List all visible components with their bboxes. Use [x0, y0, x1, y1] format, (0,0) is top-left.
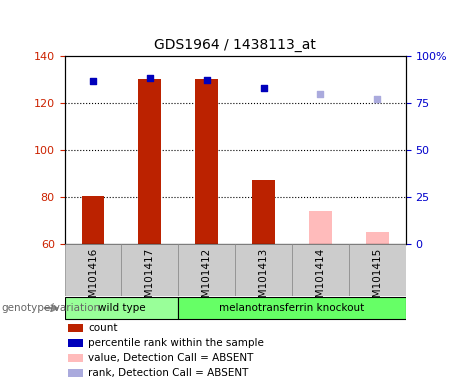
Text: rank, Detection Call = ABSENT: rank, Detection Call = ABSENT: [89, 368, 249, 378]
Bar: [366, 232, 389, 244]
Bar: [68, 354, 83, 362]
Bar: [178, 244, 235, 296]
Point: [373, 96, 381, 102]
Bar: [195, 79, 218, 244]
Bar: [235, 244, 292, 296]
Bar: [68, 339, 83, 347]
Bar: [82, 195, 104, 244]
Bar: [309, 211, 332, 244]
Point: [203, 77, 210, 83]
Bar: [349, 244, 406, 296]
Point: [146, 75, 154, 81]
Text: count: count: [89, 323, 118, 333]
Text: GSM101412: GSM101412: [201, 248, 212, 311]
Text: GSM101417: GSM101417: [145, 248, 155, 311]
Bar: [68, 324, 83, 332]
Text: GSM101416: GSM101416: [88, 248, 98, 311]
Point: [89, 78, 97, 84]
Bar: [292, 244, 349, 296]
Text: value, Detection Call = ABSENT: value, Detection Call = ABSENT: [89, 353, 254, 363]
Text: melanotransferrin knockout: melanotransferrin knockout: [219, 303, 365, 313]
Text: genotype/variation: genotype/variation: [1, 303, 100, 313]
Text: GSM101413: GSM101413: [259, 248, 269, 311]
Point: [317, 91, 324, 97]
Bar: [65, 297, 178, 319]
Text: GSM101414: GSM101414: [315, 248, 325, 311]
Title: GDS1964 / 1438113_at: GDS1964 / 1438113_at: [154, 38, 316, 52]
Bar: [68, 369, 83, 377]
Bar: [252, 180, 275, 244]
Bar: [138, 79, 161, 244]
Text: GSM101415: GSM101415: [372, 248, 382, 311]
Bar: [178, 297, 406, 319]
Point: [260, 84, 267, 91]
Bar: [65, 244, 121, 296]
Text: wild type: wild type: [98, 303, 145, 313]
Text: percentile rank within the sample: percentile rank within the sample: [89, 338, 264, 348]
Bar: [121, 244, 178, 296]
